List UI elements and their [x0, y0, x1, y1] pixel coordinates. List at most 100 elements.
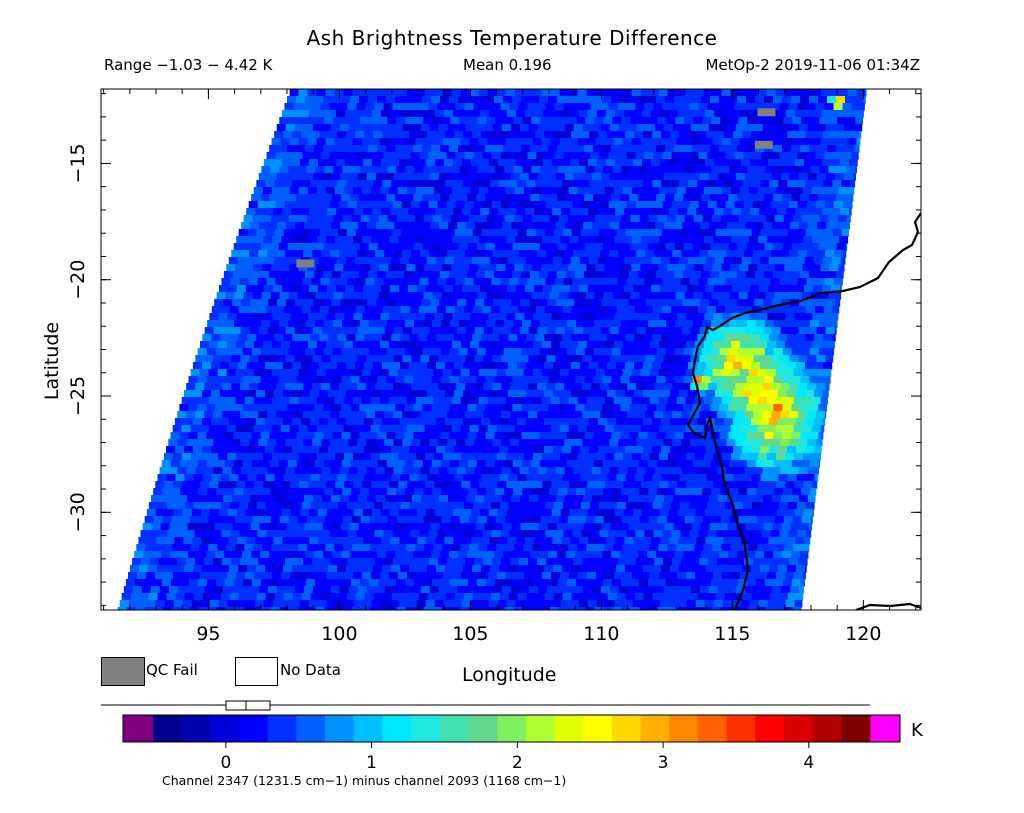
swath-cell	[704, 481, 714, 489]
swath-cell	[762, 558, 772, 566]
swath-cell	[374, 152, 385, 160]
swath-cell	[772, 271, 783, 279]
swath-cell	[352, 544, 362, 552]
swath-cell	[584, 145, 594, 153]
swath-cell	[825, 173, 836, 181]
swath-cell	[241, 271, 252, 279]
swath-cell	[403, 299, 413, 307]
swath-cell	[402, 250, 412, 258]
swath-cell	[234, 516, 245, 524]
swath-cell	[572, 152, 583, 160]
swath-cell	[827, 376, 831, 384]
swath-cell	[467, 460, 478, 468]
swath-cell	[652, 446, 662, 454]
swath-cell	[732, 208, 742, 216]
swath-cell	[432, 516, 443, 524]
swath-cell	[422, 96, 432, 104]
swath-cell	[795, 285, 805, 293]
swath-cell	[417, 285, 427, 293]
swath-cell	[344, 236, 354, 244]
swath-cell	[236, 509, 247, 517]
swath-cell	[566, 194, 576, 202]
swath-cell	[444, 208, 454, 216]
swath-cell	[728, 194, 738, 202]
swath-cell	[449, 96, 459, 104]
swath-cell	[188, 432, 199, 440]
swath-cell	[443, 110, 454, 118]
swath-cell	[763, 495, 773, 503]
swath-cell	[611, 579, 622, 587]
swath-cell	[708, 383, 718, 391]
swath-cell	[809, 96, 819, 104]
swath-cell	[617, 530, 628, 538]
swath-cell	[507, 537, 517, 545]
swath-cell	[280, 264, 290, 272]
swath-cell	[801, 516, 812, 524]
swath-cell	[598, 565, 608, 573]
swath-cell	[737, 404, 747, 412]
swath-cell	[595, 397, 606, 405]
swath-cell	[744, 250, 754, 258]
swath-cell	[510, 355, 520, 363]
swath-cell	[480, 418, 491, 426]
swath-cell	[301, 565, 311, 573]
swath-cell	[481, 565, 491, 573]
swath-cell	[363, 390, 374, 398]
swath-cell	[260, 551, 270, 559]
swath-cell	[665, 194, 675, 202]
swath-cell	[688, 502, 699, 510]
swath-cell	[719, 432, 730, 440]
swath-cell	[516, 537, 526, 545]
swath-cell	[675, 516, 686, 524]
swath-cell	[407, 341, 417, 349]
swath-cell	[195, 558, 205, 566]
swath-cell	[812, 481, 818, 489]
swath-cell	[818, 243, 829, 251]
swath-cell	[292, 131, 302, 139]
swath-cell	[600, 173, 611, 181]
swath-cell	[303, 250, 313, 258]
swath-cell	[552, 208, 562, 216]
swath-cell	[291, 418, 302, 426]
swath-cell	[326, 236, 336, 244]
swath-cell	[210, 537, 220, 545]
swath-cell	[508, 502, 519, 510]
swath-cell	[547, 222, 557, 230]
swath-cell	[445, 502, 456, 510]
swath-cell	[574, 495, 584, 503]
swath-cell	[253, 544, 263, 552]
swath-cell	[388, 264, 398, 272]
swath-cell	[307, 425, 318, 433]
swath-cell	[377, 404, 387, 412]
swath-cell	[393, 327, 404, 335]
swath-cell	[677, 159, 688, 167]
swath-cell	[509, 201, 520, 209]
swath-cell	[371, 341, 381, 349]
swath-cell	[391, 502, 402, 510]
swath-cell	[412, 299, 422, 307]
swath-cell	[562, 502, 573, 510]
swath-cell	[285, 124, 296, 132]
swath-cell	[777, 390, 788, 398]
swath-cell	[366, 173, 377, 181]
swath-cell	[748, 187, 759, 195]
swath-cell	[353, 481, 363, 489]
swath-cell	[348, 439, 358, 447]
swath-cell	[650, 509, 661, 517]
swath-cell	[454, 131, 464, 139]
swath-cell	[619, 299, 629, 307]
swath-cell	[810, 215, 821, 223]
swath-cell	[233, 404, 243, 412]
swath-cell	[479, 572, 489, 580]
swath-cell	[269, 376, 280, 384]
swath-cell	[317, 159, 328, 167]
swath-cell	[577, 264, 587, 272]
swath-cell	[670, 502, 681, 510]
swath-cell	[294, 558, 304, 566]
swath-cell	[716, 103, 727, 111]
swath-cell	[323, 432, 334, 440]
swath-cell	[507, 418, 518, 426]
swath-cell	[772, 495, 782, 503]
swath-cell	[796, 502, 807, 510]
swath-cell	[438, 355, 448, 363]
